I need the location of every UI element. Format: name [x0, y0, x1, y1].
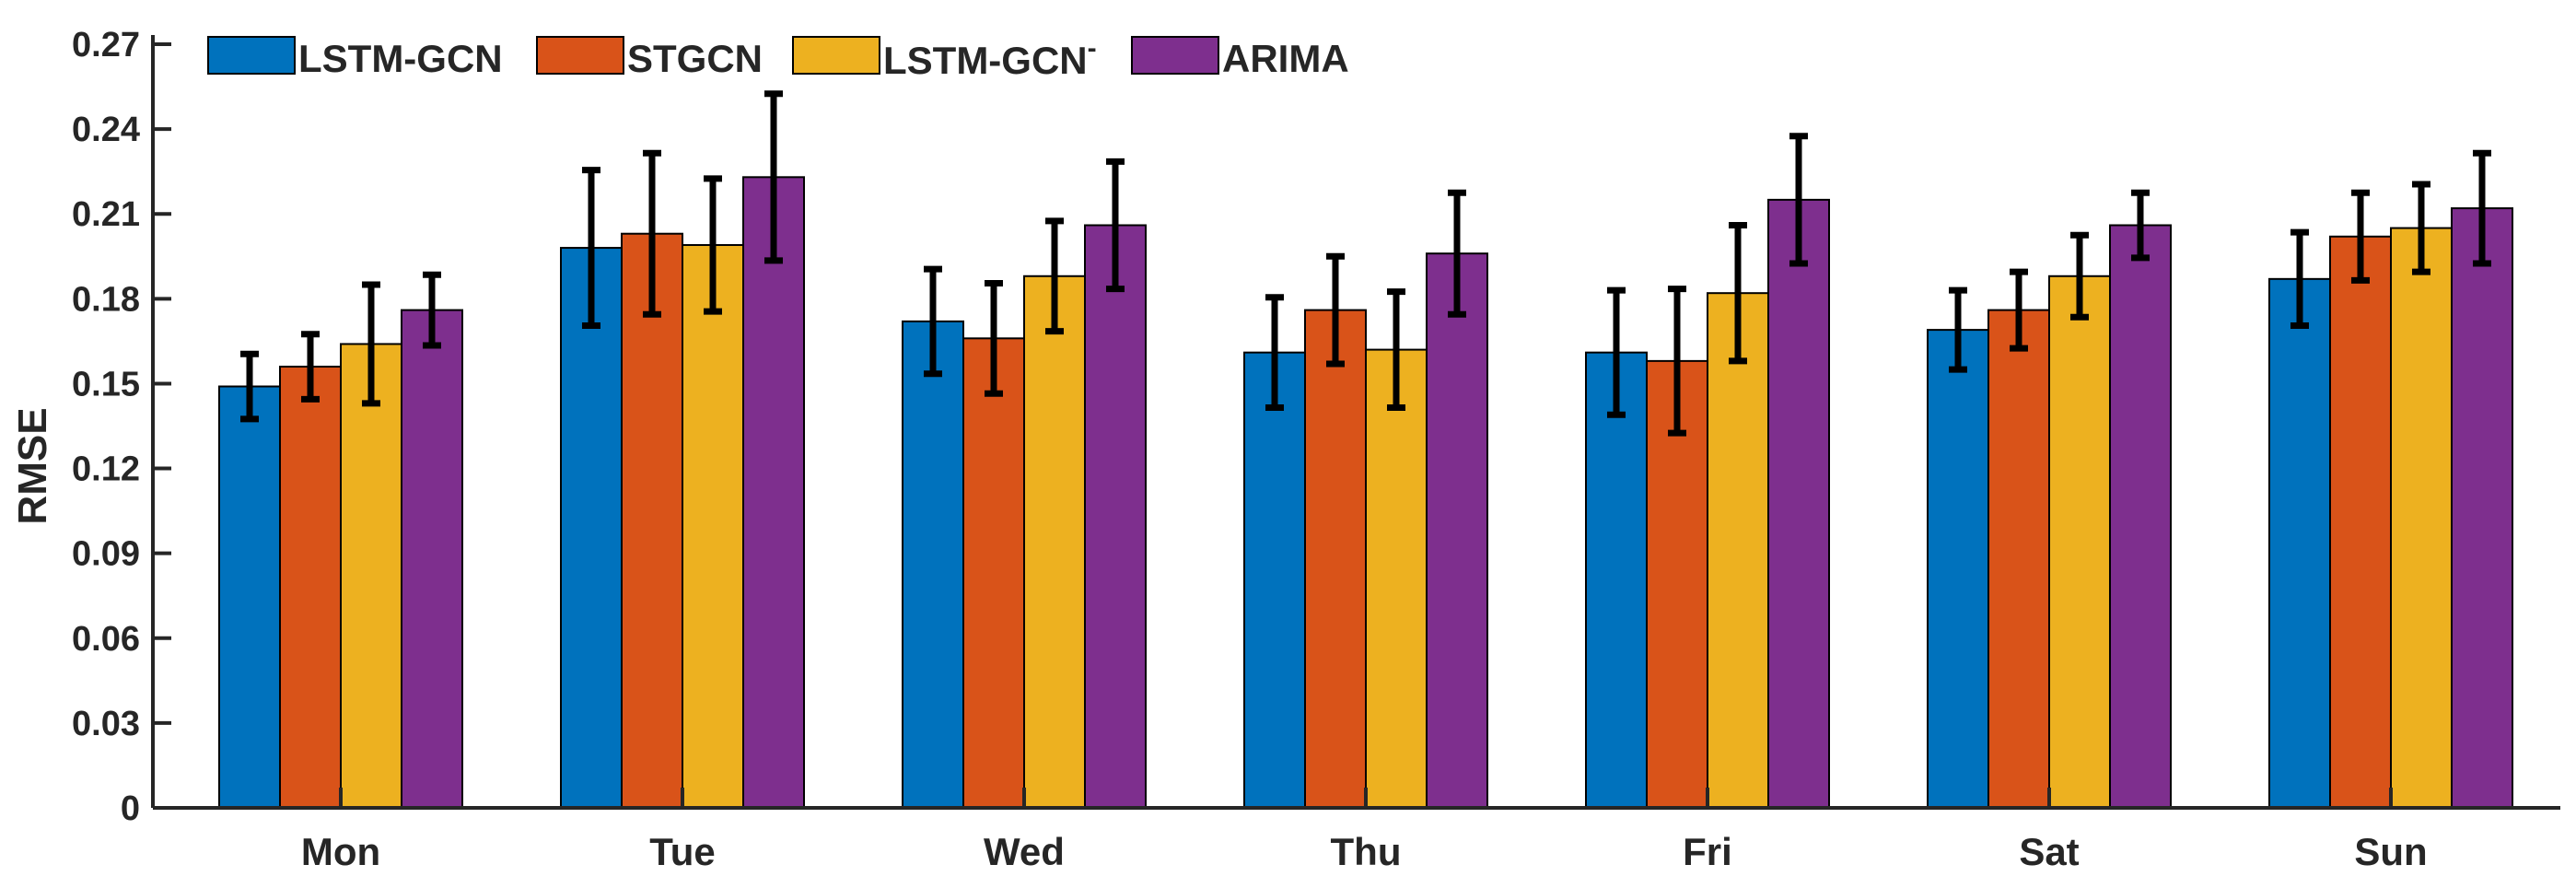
y-tick-label: 0.24: [72, 111, 140, 149]
x-tick-label: Tue: [649, 830, 716, 873]
bar-wed-series-1: [962, 337, 1025, 809]
legend: LSTM-GCN STGCN LSTM-GCN- ARIMA: [207, 33, 1349, 82]
bar-sun-series-1: [2329, 235, 2392, 810]
x-tick-label: Mon: [301, 830, 380, 873]
bar-tue-series-2: [682, 243, 744, 810]
bar-sun-series-0: [2268, 277, 2331, 809]
legend-label-arima: ARIMA: [1222, 37, 1349, 80]
bar-fri-series-2: [1707, 292, 1769, 810]
bar-sat-series-2: [2048, 275, 2111, 809]
bar-sun-series-3: [2451, 207, 2513, 809]
y-tick-label: 0.06: [72, 620, 140, 659]
bar-fri-series-3: [1767, 198, 1830, 810]
bar-thu-series-3: [1426, 252, 1488, 809]
bar-sat-series-3: [2109, 224, 2172, 809]
bar-mon-series-1: [279, 366, 342, 809]
legend-label-lstm-gcn-minus-sup: -: [1088, 33, 1097, 64]
bar-fri-series-0: [1585, 351, 1648, 809]
y-tick-label: 0.18: [72, 280, 140, 319]
bar-sat-series-0: [1927, 329, 1989, 809]
bar-thu-series-2: [1365, 348, 1428, 809]
bar-mon-series-2: [340, 343, 402, 809]
error-bars-group: [240, 90, 2491, 437]
y-axis-label: RMSE: [10, 407, 55, 524]
legend-label-lstm-gcn: LSTM-GCN: [298, 37, 503, 80]
bar-wed-series-3: [1084, 224, 1147, 809]
legend-swatch-lstm-gcn: [207, 36, 296, 75]
bar-wed-series-0: [902, 320, 964, 809]
x-tick-label: Wed: [984, 830, 1065, 873]
x-axis-ticks: Mon Tue Wed Thu Fri Sat Sun: [301, 788, 2428, 873]
bars-group: [218, 176, 2513, 810]
legend-swatch-arima: [1131, 36, 1219, 75]
bar-sun-series-2: [2390, 227, 2453, 809]
bar-tue-series-0: [560, 247, 623, 810]
y-tick-label: 0.03: [72, 705, 140, 743]
y-axis-ticks: 0 0.03 0.06 0.09 0.12 0.15 0.18 0.21 0.24 0.27: [72, 26, 171, 828]
legend-swatch-lstm-gcn-minus: [792, 36, 880, 75]
legend-label-lstm-gcn-minus-base: LSTM-GCN: [883, 39, 1088, 82]
y-tick-label: 0.09: [72, 535, 140, 574]
bar-wed-series-2: [1023, 275, 1086, 809]
y-tick-label: 0: [121, 789, 140, 828]
x-tick-label: Sun: [2354, 830, 2427, 873]
bar-tue-series-1: [621, 232, 683, 809]
bar-sat-series-1: [1987, 309, 2050, 809]
y-tick-label: 0.21: [72, 195, 140, 234]
bar-thu-series-0: [1243, 351, 1306, 809]
legend-swatch-stgcn: [536, 36, 624, 75]
y-tick-label: 0.12: [72, 450, 140, 489]
bar-thu-series-1: [1304, 309, 1367, 809]
y-tick-label: 0.27: [72, 26, 140, 64]
legend-label-stgcn: STGCN: [627, 37, 763, 80]
x-tick-label: Fri: [1683, 830, 1732, 873]
bar-tue-series-3: [742, 176, 805, 809]
legend-label-lstm-gcn-minus: LSTM-GCN-: [883, 33, 1097, 82]
x-tick-label: Sat: [2019, 830, 2079, 873]
y-tick-label: 0.15: [72, 365, 140, 403]
x-tick-label: Thu: [1331, 830, 1402, 873]
bar-mon-series-3: [401, 309, 463, 809]
bar-mon-series-0: [218, 385, 281, 809]
